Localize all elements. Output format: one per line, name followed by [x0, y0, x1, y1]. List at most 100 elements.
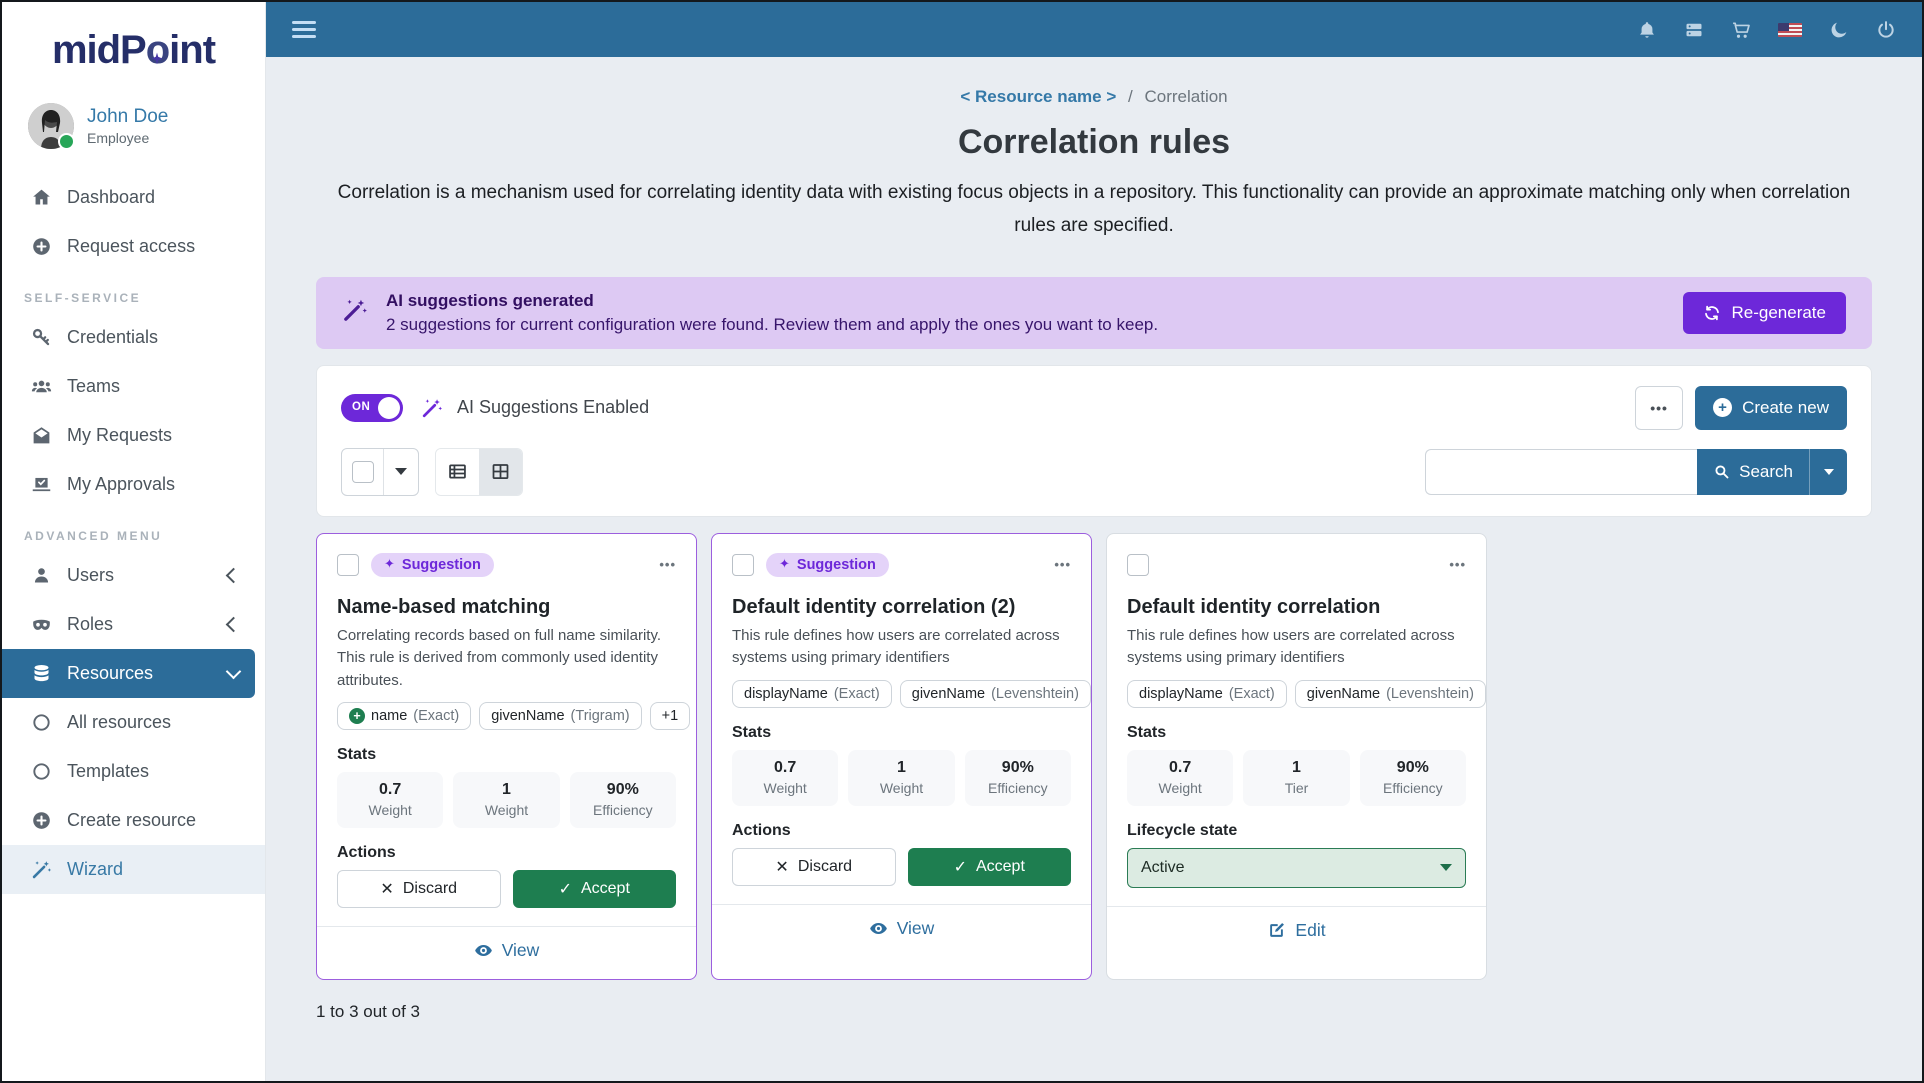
chevron-left-icon [225, 616, 242, 633]
chevron-left-icon [225, 567, 242, 584]
topbar [266, 2, 1922, 57]
grid-view-icon [492, 464, 509, 479]
plus-icon: + [1713, 398, 1733, 417]
breadcrumb: < Resource name > / Correlation [316, 87, 1872, 107]
more-actions-button[interactable]: ••• [1635, 385, 1684, 430]
check-icon: ✓ [558, 881, 572, 898]
sidebar-item-my-requests[interactable]: My Requests [2, 411, 265, 460]
more-attributes-chip: +1 [649, 702, 691, 730]
card-title: Name-based matching [337, 595, 551, 618]
grid-view-button[interactable] [479, 448, 522, 495]
sidebar-item-resources[interactable]: Resources [2, 649, 255, 698]
ai-suggestions-toggle[interactable]: ON [341, 393, 403, 422]
sidebar-item-credentials[interactable]: Credentials [2, 313, 265, 362]
menu-toggle-icon[interactable] [292, 21, 316, 38]
sidebar-item-request-access[interactable]: Request access [2, 222, 265, 271]
midpoint-logo: midPo int [52, 28, 216, 73]
panel-header-row: ON AI Suggestions Enabled ••• + Create n… [341, 385, 1847, 430]
user-name-link[interactable]: John Doe [87, 106, 169, 128]
card-checkbox[interactable] [732, 553, 754, 576]
card-more-button[interactable]: ••• [1449, 557, 1466, 572]
plus-circle-icon [30, 236, 52, 258]
check-icon: ✓ [953, 858, 967, 876]
accept-button[interactable]: ✓ Accept [512, 870, 676, 908]
language-us-flag-icon[interactable] [1778, 22, 1802, 37]
caret-down-icon [1440, 864, 1452, 871]
dark-mode-moon-icon[interactable] [1829, 20, 1849, 40]
page-description: Correlation is a mechanism used for corr… [337, 182, 1851, 237]
sidebar-item-teams[interactable]: Teams [2, 362, 265, 411]
banner-text: 2 suggestions for current configuration … [386, 314, 1159, 334]
magic-wand-icon [30, 859, 52, 881]
create-new-button[interactable]: + Create new [1695, 385, 1847, 430]
attribute-chip: givenName (Levenshtein) [1294, 679, 1486, 708]
shopping-cart-icon[interactable] [1731, 20, 1751, 40]
chevron-down-icon [225, 663, 242, 680]
view-link[interactable]: View [474, 940, 539, 961]
sidebar-item-create-resource[interactable]: Create resource [2, 796, 265, 845]
avatar[interactable] [28, 103, 75, 150]
section-self-service: SELF-SERVICE [24, 291, 142, 305]
eye-icon [474, 944, 492, 957]
stats-label: Stats [1127, 723, 1167, 741]
power-icon[interactable] [1876, 20, 1896, 40]
sparkle-icon: ✦ [384, 557, 395, 572]
search-button[interactable]: Search [1697, 448, 1809, 495]
stat-box: 90% Efficiency [964, 749, 1071, 806]
card-title: Default identity correlation [1127, 595, 1381, 618]
discard-button[interactable]: ✕ Discard [732, 847, 896, 886]
ai-suggestions-banner: AI suggestions generated 2 suggestions f… [316, 276, 1872, 349]
sidebar-item-users[interactable]: Users [2, 551, 265, 600]
users-icon [30, 376, 52, 398]
card-checkbox[interactable] [337, 553, 359, 576]
attribute-chip: displayName (Exact) [1127, 679, 1287, 708]
card-more-button[interactable]: ••• [659, 557, 676, 572]
view-link[interactable]: View [869, 918, 934, 939]
plus-icon: + [349, 708, 365, 724]
sidebar-item-dashboard[interactable]: Dashboard [2, 173, 265, 222]
select-all-checkbox[interactable] [351, 460, 374, 483]
stat-box: 1 Weight [848, 749, 955, 806]
stat-box: 0.7 Weight [337, 772, 444, 828]
search-options-button[interactable] [1809, 448, 1847, 495]
edit-icon [1270, 922, 1285, 937]
card-description: Correlating records based on full name s… [337, 626, 662, 689]
sidebar-item-roles[interactable]: Roles [2, 600, 265, 649]
sidebar-item-all-resources[interactable]: All resources [2, 698, 265, 747]
sidebar-item-my-approvals[interactable]: My Approvals [2, 460, 265, 509]
page-title: Correlation rules [957, 123, 1231, 161]
list-view-button[interactable] [436, 448, 479, 495]
discard-button[interactable]: ✕ Discard [337, 870, 501, 908]
rules-panel: ON AI Suggestions Enabled ••• + Create n… [316, 364, 1872, 517]
sidebar-item-wizard[interactable]: Wizard [2, 845, 265, 894]
laptop-check-icon [30, 474, 52, 496]
attribute-chip: displayName (Exact) [732, 679, 892, 708]
caret-down-icon [395, 468, 407, 475]
card-more-button[interactable]: ••• [1054, 557, 1071, 572]
online-status-dot [58, 133, 75, 150]
edit-link[interactable]: Edit [1267, 920, 1326, 941]
system-info-icon[interactable] [1684, 20, 1704, 40]
banner-title: AI suggestions generated [386, 290, 594, 310]
card-title: Default identity correlation (2) [732, 595, 1016, 618]
search-input[interactable] [1425, 448, 1698, 495]
regenerate-button[interactable]: Re-generate [1683, 291, 1846, 334]
correlation-rule-cards: ✦ Suggestion ••• Name-based matching Corr… [316, 532, 1872, 980]
notifications-icon[interactable] [1637, 20, 1657, 40]
lifecycle-select[interactable]: Active [1127, 847, 1466, 888]
toggle-knob [378, 396, 400, 419]
toggle-label: AI Suggestions Enabled [457, 397, 650, 417]
stat-box: 90% Efficiency [1359, 749, 1466, 806]
sidebar-item-templates[interactable]: Templates [2, 747, 265, 796]
mask-icon [30, 614, 52, 636]
stats-label: Stats [337, 746, 377, 763]
card-checkbox[interactable] [1127, 553, 1149, 576]
breadcrumb-resource-link[interactable]: < Resource name > [960, 87, 1117, 106]
accept-button[interactable]: ✓ Accept [907, 847, 1071, 886]
stats-label: Stats [732, 723, 772, 741]
card-default-identity-correlation-2: ✦ Suggestion ••• Default identity correla… [711, 532, 1092, 980]
search-icon [1715, 465, 1729, 479]
stat-box: 0.7 Weight [732, 749, 839, 806]
select-all-dropdown[interactable] [341, 447, 419, 496]
attribute-chip: givenName (Trigram) [479, 702, 642, 730]
